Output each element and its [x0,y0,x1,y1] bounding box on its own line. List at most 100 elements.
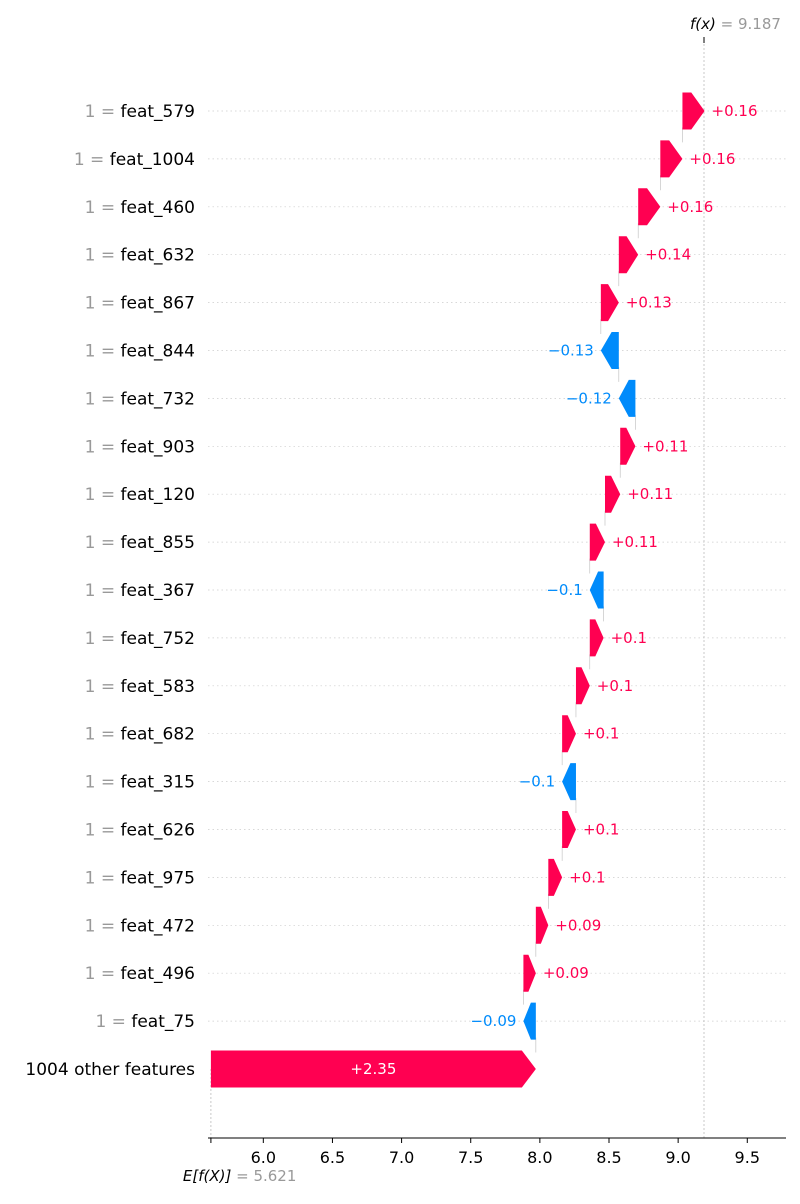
positive-shap-bar [620,427,636,465]
x-tick-label: 6.0 [251,1148,276,1167]
feature-name: feat_903 [121,437,195,457]
positive-shap-bar [210,1050,536,1088]
shap-value-label: +0.11 [642,437,688,455]
feature-value: 1 = [85,485,121,505]
final-value-symbol: f(x) [690,15,721,33]
feature-name: feat_496 [121,964,195,984]
base-value-symbol: E[f(X)] [183,1167,236,1185]
feature-value: 1 = [85,102,121,122]
shap-value-label: +0.1 [611,629,647,647]
feature-label: 1 = feat_315 [85,773,195,793]
positive-shap-bar [600,284,619,322]
negative-shap-bar [562,763,576,801]
shap-value-label: +0.16 [712,102,758,120]
feature-label: 1 = feat_682 [85,725,195,745]
feature-label: 1 = feat_75 [95,1012,195,1032]
negative-shap-bar [523,1002,536,1040]
feature-value: 1 = [85,868,121,888]
feature-value: 1 = [85,677,121,697]
shap-value-label: +0.09 [543,964,589,982]
feature-label: 1 = feat_579 [85,102,195,122]
feature-label: 1 = feat_496 [85,964,195,984]
x-tick-label: 6.5 [320,1148,345,1167]
feature-label: 1 = feat_583 [85,677,195,697]
feature-value: 1 = [85,437,121,457]
shap-value-label: −0.1 [546,581,582,599]
positive-shap-bar [660,140,683,178]
positive-shap-bar [535,906,549,944]
feature-label: 1 = feat_472 [85,916,195,936]
shap-value-label: −0.13 [548,342,594,360]
positive-shap-bar [682,92,705,130]
shap-value-label: +0.1 [597,677,633,695]
shap-value-label: +0.14 [645,246,691,264]
feature-label: 1 = feat_752 [85,629,195,649]
shap-value-label: +0.1 [583,725,619,743]
shap-value-label: +0.1 [569,868,605,886]
negative-shap-bar [589,571,604,609]
feature-value: 1 = [95,1012,131,1032]
feature-label: 1 = feat_367 [85,581,195,601]
feature-value: 1 = [85,198,121,218]
feature-value: 1 = [85,821,121,841]
shap-value-label: −0.12 [566,389,612,407]
x-tick-label: 9.0 [665,1148,690,1167]
feature-name: feat_579 [121,102,195,122]
negative-shap-bar [618,379,636,417]
feature-label: 1 = feat_1004 [74,150,195,170]
feature-label: 1 = feat_855 [85,533,195,553]
feature-label: 1 = feat_460 [85,198,195,218]
base-value-number: = 5.621 [236,1167,296,1185]
positive-shap-bar [618,236,639,274]
final-value-number: = 9.187 [721,15,781,33]
feature-name: feat_472 [121,916,195,936]
feature-value: 1 = [85,964,121,984]
feature-value: 1 = [74,150,110,170]
shap-value-label: +0.16 [667,198,713,216]
feature-value: 1 = [85,246,121,266]
feature-name: 1004 other features [25,1060,195,1080]
positive-shap-bar [638,188,661,226]
feature-value: 1 = [85,725,121,745]
positive-shap-bar [562,811,576,848]
feature-name: feat_732 [121,389,195,409]
feature-value: 1 = [85,629,121,649]
feature-name: feat_682 [121,725,195,745]
feature-label: 1 = feat_632 [85,246,195,266]
feature-value: 1 = [85,581,121,601]
feature-name: feat_1004 [110,150,195,170]
feature-name: feat_844 [121,342,195,362]
shap-value-label: +0.11 [627,485,673,503]
shap-value-label: +0.13 [626,294,672,312]
feature-label: 1 = feat_120 [85,485,195,505]
x-tick-label: 7.0 [389,1148,414,1167]
positive-shap-bar [562,715,576,753]
x-tick-label: 8.5 [596,1148,621,1167]
feature-name: feat_367 [121,581,195,601]
feature-name: feat_975 [121,868,195,888]
feature-name: feat_867 [121,294,195,314]
base-value-label: E[f(X)] = 5.621 [183,1167,296,1185]
x-tick-label: 9.5 [735,1148,760,1167]
shap-value-label: +0.09 [555,916,601,934]
x-tick-label: 7.5 [458,1148,483,1167]
feature-value: 1 = [85,342,121,362]
final-value-label: f(x) = 9.187 [690,15,781,33]
feature-name: feat_315 [121,773,195,793]
feature-label: 1 = feat_975 [85,868,195,888]
shap-value-label: +0.11 [612,533,658,551]
feature-name: feat_626 [121,821,195,841]
feature-value: 1 = [85,294,121,314]
feature-value: 1 = [85,389,121,409]
shap-value-label: +2.35 [350,1060,396,1078]
feature-name: feat_75 [131,1012,195,1032]
positive-shap-bar [523,954,536,992]
positive-shap-bar [548,858,563,896]
x-tick-label: 8.0 [527,1148,552,1167]
feature-label: 1 = feat_903 [85,437,195,457]
shap-value-label: +0.1 [583,821,619,839]
feature-label: 1 = feat_732 [85,389,195,409]
feature-value: 1 = [85,533,121,553]
